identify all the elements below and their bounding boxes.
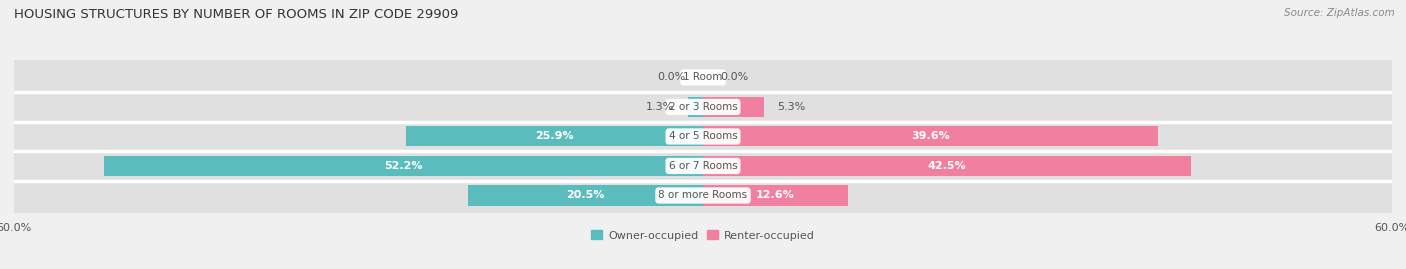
Bar (14, 119, 703, 154)
Text: 52.2%: 52.2% (384, 161, 423, 171)
Legend: Owner-occupied, Renter-occupied: Owner-occupied, Renter-occupied (586, 226, 820, 245)
Bar (703, 148, 1392, 183)
Bar (703, 89, 1392, 125)
Bar (688, 97, 703, 117)
Text: 1.3%: 1.3% (645, 102, 675, 112)
Bar (14, 178, 703, 213)
Text: 39.6%: 39.6% (911, 132, 949, 141)
Bar (703, 185, 848, 206)
Text: 12.6%: 12.6% (756, 190, 794, 200)
Text: 6 or 7 Rooms: 6 or 7 Rooms (669, 161, 737, 171)
Text: 2 or 3 Rooms: 2 or 3 Rooms (669, 102, 737, 112)
Text: 25.9%: 25.9% (536, 132, 574, 141)
Text: 20.5%: 20.5% (567, 190, 605, 200)
Bar (104, 156, 703, 176)
Text: 42.5%: 42.5% (928, 161, 966, 171)
Bar (703, 60, 1392, 95)
Text: Source: ZipAtlas.com: Source: ZipAtlas.com (1284, 8, 1395, 18)
Text: 4 or 5 Rooms: 4 or 5 Rooms (669, 132, 737, 141)
Bar (405, 126, 703, 147)
Text: HOUSING STRUCTURES BY NUMBER OF ROOMS IN ZIP CODE 29909: HOUSING STRUCTURES BY NUMBER OF ROOMS IN… (14, 8, 458, 21)
Bar (703, 126, 1157, 147)
Bar (468, 185, 703, 206)
Bar (14, 148, 703, 183)
Text: 8 or more Rooms: 8 or more Rooms (658, 190, 748, 200)
Text: 0.0%: 0.0% (720, 72, 748, 82)
Text: 0.0%: 0.0% (658, 72, 686, 82)
Bar (703, 119, 1392, 154)
Text: 1 Room: 1 Room (683, 72, 723, 82)
Text: 5.3%: 5.3% (778, 102, 806, 112)
Bar (703, 156, 1191, 176)
Bar (14, 60, 703, 95)
Bar (14, 89, 703, 125)
Bar (703, 97, 763, 117)
Bar (703, 178, 1392, 213)
